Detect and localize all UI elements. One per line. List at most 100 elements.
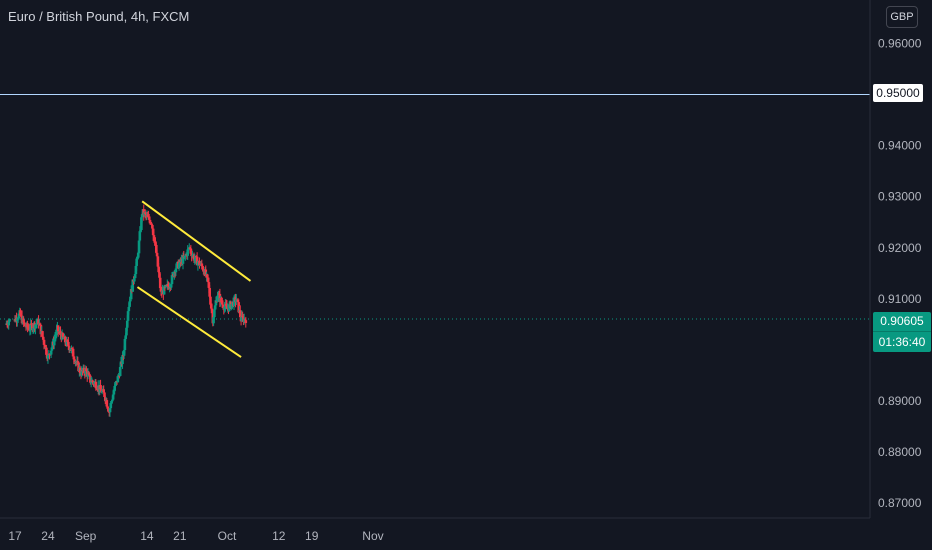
candle-body	[23, 322, 26, 325]
candle-body	[127, 306, 131, 312]
candle-body	[152, 235, 156, 241]
candle-body	[30, 324, 34, 331]
candle-body	[67, 346, 71, 351]
candle-body	[42, 339, 46, 345]
channel-lower-trendline[interactable]	[136, 286, 242, 358]
candle-body	[17, 313, 21, 319]
candle-body	[142, 209, 146, 216]
candle-body	[41, 331, 44, 337]
candle-body	[139, 229, 142, 232]
candle-body	[134, 265, 138, 275]
candle-body	[126, 311, 130, 321]
candle-body	[216, 295, 219, 302]
candle-body	[102, 389, 106, 393]
candle-body	[242, 318, 246, 323]
candle-body	[157, 266, 160, 273]
candle-body	[224, 303, 228, 306]
candle-body	[16, 318, 20, 320]
candle-body	[73, 359, 76, 363]
candle-body	[54, 335, 58, 338]
candle-body	[220, 297, 223, 303]
candle-body	[63, 336, 67, 343]
candle-body	[158, 272, 161, 278]
candle-body	[26, 323, 29, 328]
candle-body	[244, 320, 248, 324]
candle-body	[147, 216, 151, 220]
candle-body	[22, 318, 25, 323]
candle-body	[221, 304, 225, 308]
currency-button[interactable]: GBP	[886, 6, 918, 28]
candle-body	[198, 260, 201, 266]
candle-body	[99, 384, 102, 390]
candle-body	[85, 368, 88, 372]
candle-body	[202, 269, 205, 271]
candle-body	[200, 263, 204, 267]
candle-body	[129, 299, 132, 302]
candle-body	[181, 256, 185, 264]
candle-body	[53, 337, 57, 340]
candle-body	[123, 338, 127, 351]
candle-body	[28, 329, 32, 331]
candle-body	[30, 323, 33, 325]
candle-body	[69, 349, 73, 351]
candle-body	[135, 258, 138, 266]
candle-body	[114, 383, 117, 386]
candle-body	[212, 317, 215, 324]
candle-body	[192, 255, 196, 261]
price-tick-label: 0.88000	[878, 445, 922, 459]
candle-body	[108, 408, 112, 412]
candle-body	[140, 217, 143, 230]
candle-body	[230, 303, 233, 309]
candle-body	[118, 367, 122, 377]
candle-body	[72, 356, 76, 360]
candle-body	[65, 340, 69, 345]
candle-body	[95, 388, 98, 390]
candle-body	[46, 355, 50, 359]
candle-body	[209, 304, 213, 309]
candle-body	[56, 325, 60, 332]
candle-body	[87, 373, 91, 375]
candle-body	[37, 319, 40, 325]
candle-body	[55, 329, 58, 336]
candle-body	[237, 302, 241, 313]
candle-body	[39, 325, 43, 335]
candle-body	[103, 396, 107, 402]
candle-body	[158, 277, 162, 289]
candle-body	[136, 256, 139, 259]
candle-body	[154, 242, 157, 245]
candle-body	[112, 390, 116, 395]
candle-body	[125, 320, 129, 328]
candle-body	[15, 317, 18, 322]
candle-body	[143, 212, 146, 216]
candle-body	[111, 399, 114, 402]
candlestick-series	[5, 204, 248, 417]
candle-body	[206, 274, 209, 278]
candle-body	[144, 213, 148, 216]
time-tick-label: Nov	[362, 529, 383, 543]
candle-body	[151, 228, 155, 236]
candle-body	[150, 223, 153, 225]
candle-body	[107, 411, 111, 413]
candle-body	[113, 385, 116, 391]
candle-body	[214, 301, 218, 306]
time-tick-label: 17	[8, 529, 22, 543]
candle-body	[45, 347, 48, 355]
chart-title: Euro / British Pound, 4h, FXCM	[8, 9, 190, 24]
candle-body	[52, 339, 56, 346]
candle-body	[213, 309, 216, 318]
candle-body	[41, 336, 45, 340]
candle-body	[27, 328, 31, 331]
candle-body	[228, 304, 231, 311]
channel-upper-trendline[interactable]	[141, 200, 252, 282]
candle-body	[29, 323, 32, 330]
candle-body	[146, 215, 149, 217]
candle-body	[100, 390, 104, 393]
last-price-badge: 0.90605 01:36:40	[873, 312, 931, 352]
candle-body	[155, 244, 158, 253]
candle-body	[119, 361, 123, 368]
candle-body	[61, 333, 65, 337]
candle-body	[238, 310, 242, 318]
candle-body	[133, 278, 136, 282]
candle-body	[38, 323, 42, 326]
